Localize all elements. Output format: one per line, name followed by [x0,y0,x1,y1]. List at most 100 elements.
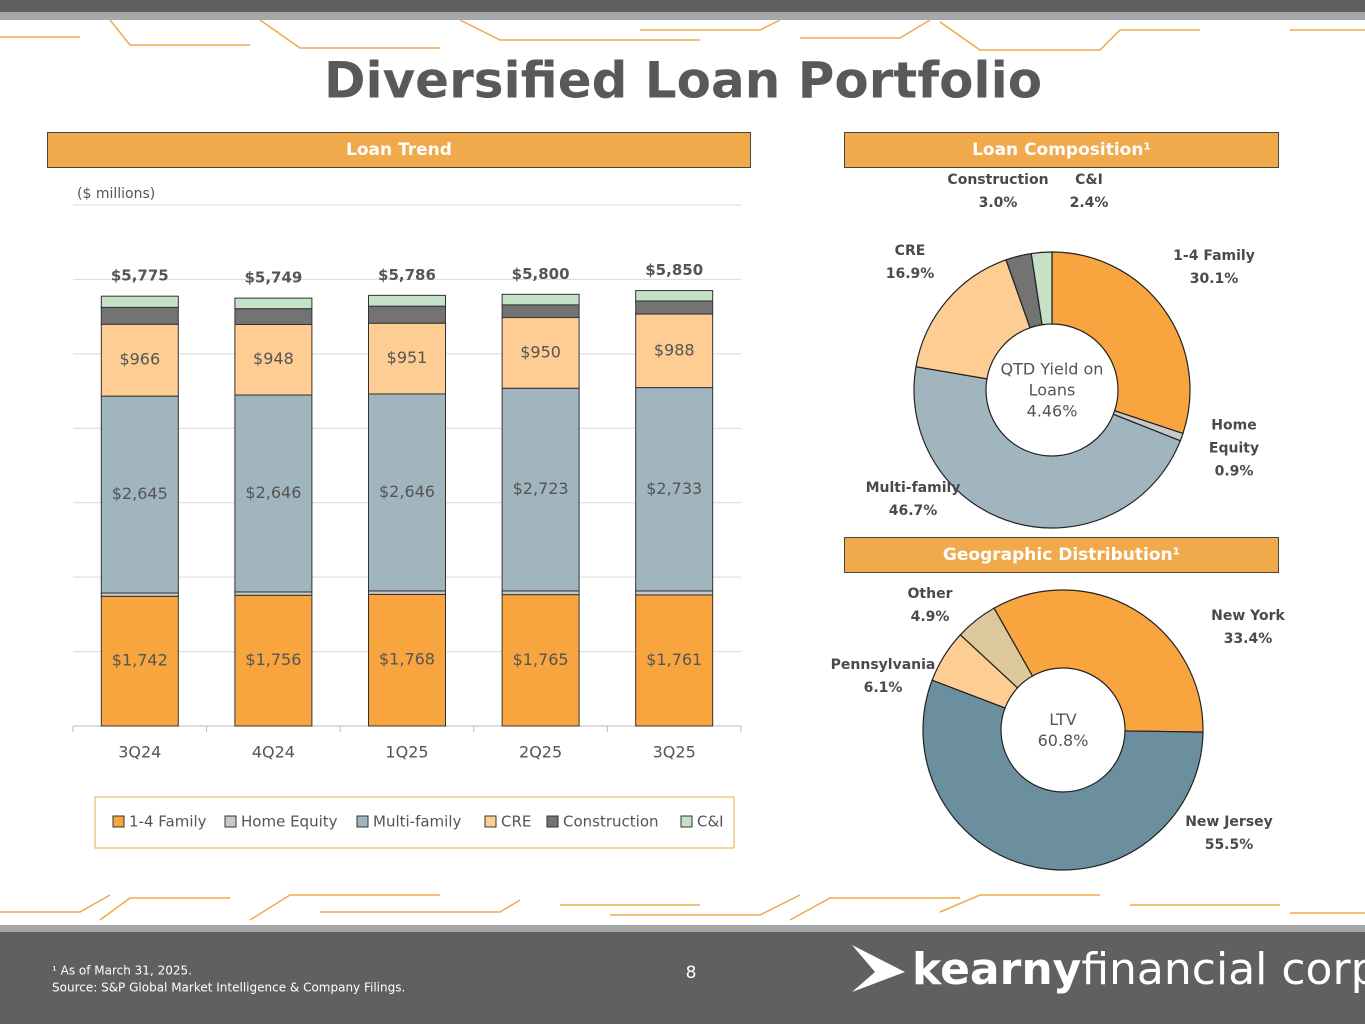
center-line: Loans [1028,380,1076,400]
bar-segment [501,293,580,306]
slice-label: Multi-family 46.7% [866,477,961,523]
slice-name: C&I [1075,172,1103,188]
slice-name: New York [1211,608,1285,624]
circuit-top [0,19,1365,51]
total-label: $5,850 [645,261,703,279]
bar-segment [635,290,714,302]
slice-name: 1-4 Family [1173,248,1255,264]
footer-bar [0,932,1365,1024]
slice-label: CRE 16.9% [886,240,935,286]
logo-mark [852,945,905,992]
data-label: $1,761 [646,650,702,669]
legend-label: Construction [563,813,659,831]
slice-label: Construction 3.0% [947,169,1048,215]
slice-name: Other [907,586,953,602]
legend-swatch [224,815,237,828]
data-label: $1,765 [513,650,569,669]
bar-segment [635,590,714,596]
slice-percent: 16.9% [885,266,935,282]
center-label: QTD Yield on Loans 4.46% [1001,359,1104,422]
donut-slice [922,679,1204,871]
legend-box [94,796,735,849]
bar-segment [234,591,313,596]
chart-header: Geographic Distribution¹ [844,537,1279,573]
bar-segment [501,387,580,592]
slice-percent: 46.7% [888,503,938,519]
slice-label: Pennsylvania 6.1% [831,654,936,700]
slice-percent: 6.1% [863,680,903,696]
data-label: $2,646 [245,483,301,502]
legend-label: C&I [697,813,724,831]
slice-name: Pennsylvania [830,657,936,673]
slice-percent: 33.4% [1223,631,1273,647]
logo-light: financial corp. [1081,944,1365,995]
donut-slice [959,607,1034,689]
slice-name: Home Equity [1208,417,1260,457]
page-number: 8 [686,963,697,983]
legend-swatch [356,815,369,828]
bar-segment [234,394,313,593]
center-line: 60.8% [1037,731,1089,750]
data-label: $951 [387,348,428,367]
slice-name: Multi-family [865,480,961,496]
x-tick-label: 4Q24 [252,743,295,762]
x-tick-label: 2Q25 [519,743,562,762]
x-tick-label: 3Q24 [118,743,161,762]
data-label: $2,646 [379,482,435,501]
donut-slice [913,366,1182,529]
donut-slice [1051,251,1191,435]
center-line: LTV [1049,710,1077,729]
bar-segment [100,295,179,308]
slice-label: C&I 2.4% [1070,169,1109,215]
legend-swatch [484,815,497,828]
total-label: $5,800 [512,265,570,283]
bar-segment [100,306,179,325]
slice-label: Other 4.9% [908,583,953,629]
center-line: 4.46% [1026,401,1078,421]
data-label: $1,768 [379,650,435,669]
bar-segment [368,294,446,307]
data-label: $2,723 [513,479,569,498]
chart-subtitle: ($ millions) [77,186,155,202]
bar-segment [368,305,446,324]
chart-header: Loan Composition¹ [844,132,1279,168]
bar-segment [635,594,714,727]
logo-bold: kearny [912,944,1081,995]
slice-percent: 2.4% [1069,195,1109,211]
legend-label: Home Equity [241,813,338,831]
donut-slice [1030,251,1053,326]
chart-header: Loan Trend [47,132,751,168]
legend-swatch [112,815,125,828]
data-label: $2,733 [646,479,702,498]
slice-name: Construction [947,172,1049,188]
slice-name: New Jersey [1185,814,1273,830]
slide-title: Diversified Loan Portfolio [324,52,1042,110]
total-label: $5,786 [378,266,436,284]
data-label: $966 [119,350,160,369]
bar-segment [234,308,313,325]
slice-percent: 0.9% [1214,463,1254,480]
slice-label: New Jersey 55.5% [1185,811,1273,857]
data-label: $988 [654,340,695,359]
bar-segment [100,395,179,594]
data-label: $950 [520,342,561,361]
bar-segment [234,297,313,310]
slice-percent: 4.9% [910,609,950,625]
data-label: $948 [253,349,294,368]
slice-label: New York 33.4% [1211,605,1285,651]
bar-segment [635,313,714,389]
bar-segment [368,593,446,727]
bar-segment [635,387,714,592]
slice-label: Home Equity 0.9% [1199,415,1269,484]
data-label: $2,645 [112,484,168,503]
top-bar [0,0,1365,12]
footnote: ¹ As of March 31, 2025. [52,964,192,978]
bar-segment [501,594,580,727]
top-bar-light [0,12,1365,20]
center-line: QTD Yield on [1000,359,1104,379]
data-label: $1,756 [245,650,301,669]
legend-label: CRE [501,813,531,831]
bar-segment [501,590,580,596]
